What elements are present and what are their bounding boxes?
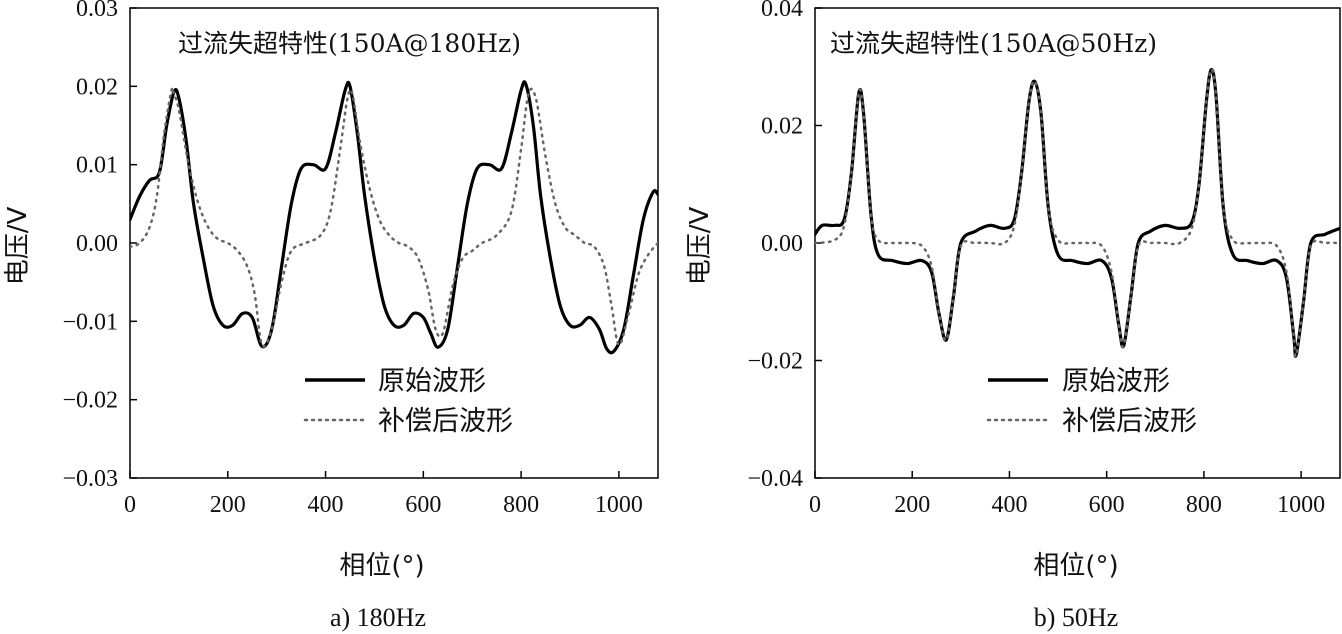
legend-label-compensated: 补偿后波形 (1062, 406, 1197, 437)
legend-label-compensated: 补偿后波形 (378, 406, 513, 437)
y-tick-label: 0.00 (76, 231, 118, 257)
y-tick-label: −0.02 (747, 349, 803, 375)
x-tick-label: 0 (124, 492, 136, 518)
y-tick-label: 0.00 (761, 231, 803, 257)
x-tick-label: 1000 (595, 492, 643, 518)
series-line-compensated (130, 86, 658, 348)
x-axis-label: 相位(°) (339, 551, 424, 581)
series-line-original (130, 80, 658, 355)
legend: 原始波形 补偿后波形 (986, 366, 1197, 437)
chart-title: 过流失超特性(150A@50Hz) (830, 29, 1157, 58)
y-tick-label: 0.03 (76, 0, 118, 22)
x-tick-label: 400 (308, 492, 344, 518)
y-tick-label: 0.04 (761, 0, 803, 22)
y-axis-label: 电压/V (3, 207, 33, 286)
chart-caption: a) 180Hz (330, 603, 426, 632)
x-axis-label: 相位(°) (1033, 551, 1118, 581)
x-tick-label: 0 (809, 492, 821, 518)
legend-label-original: 原始波形 (378, 366, 486, 397)
chart-caption: b) 50Hz (1034, 603, 1118, 632)
series-line-original (815, 68, 1340, 358)
chart-title: 过流失超特性(150A@180Hz) (178, 29, 521, 58)
x-tick-label: 800 (1186, 492, 1222, 518)
y-tick-label: −0.02 (62, 388, 118, 414)
chart-50hz: 过流失超特性(150A@50Hz) 相位(°) 电压/V b) 50Hz 原始波… (685, 0, 1341, 632)
x-tick-label: 600 (405, 492, 441, 518)
x-tick-label: 200 (210, 492, 246, 518)
chart-180hz: 过流失超特性(150A@180Hz) 相位(°) 电压/V a) 180Hz 原… (3, 0, 659, 632)
y-axis-label: 电压/V (685, 207, 715, 286)
x-tick-label: 400 (991, 492, 1027, 518)
x-tick-label: 200 (894, 492, 930, 518)
y-tick-label: −0.01 (62, 309, 118, 335)
y-tick-label: 0.01 (76, 153, 118, 179)
legend-label-original: 原始波形 (1062, 366, 1170, 397)
x-tick-label: 600 (1089, 492, 1125, 518)
y-tick-label: 0.02 (76, 74, 118, 100)
x-tick-label: 800 (503, 492, 539, 518)
legend: 原始波形 补偿后波形 (303, 366, 513, 437)
y-tick-label: −0.04 (747, 466, 803, 492)
y-tick-label: 0.02 (761, 114, 803, 140)
series-line-compensated (815, 68, 1340, 358)
x-tick-label: 1000 (1277, 492, 1325, 518)
y-tick-label: −0.03 (62, 466, 118, 492)
